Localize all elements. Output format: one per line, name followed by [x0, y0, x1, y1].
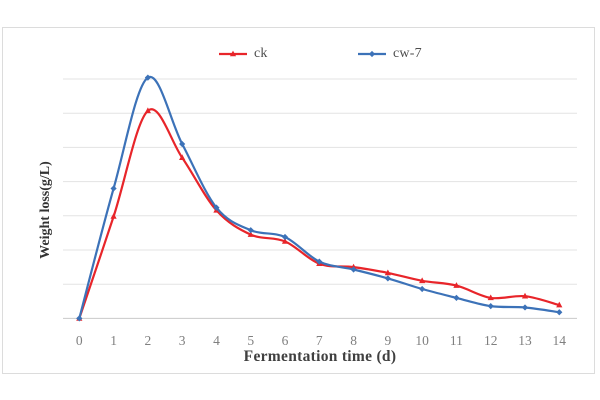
x-tick-label: 0	[76, 333, 83, 348]
x-tick-label: 1	[110, 333, 117, 348]
x-tick-label: 3	[179, 333, 186, 348]
x-tick-label: 7	[316, 333, 323, 348]
legend-item-ck: ck	[218, 46, 268, 62]
x-tick-label: 8	[350, 333, 357, 348]
x-tick-label: 13	[518, 333, 532, 348]
x-tick-label: 12	[484, 333, 498, 348]
legend-marker-cw-7-icon	[358, 50, 386, 58]
x-tick-label: 10	[415, 333, 429, 348]
legend-item-cw-7: cw-7	[357, 46, 422, 62]
x-axis-title: Fermentation time (d)	[243, 348, 397, 365]
legend-label-cw-7: cw-7	[393, 46, 422, 61]
x-tick-label: 6	[282, 333, 289, 348]
x-tick-label: 5	[247, 333, 254, 348]
x-tick-label: 11	[450, 333, 463, 348]
x-tick-label: 2	[144, 333, 151, 348]
x-tick-label: 4	[213, 333, 220, 348]
legend-label-ck: ck	[254, 46, 268, 61]
x-tick-label: 14	[553, 333, 567, 348]
x-tick-label: 9	[384, 333, 391, 348]
legend-marker-ck-icon	[219, 50, 247, 57]
chart-border	[2, 27, 595, 374]
y-axis-title: Weight loss(g/L)	[38, 161, 53, 259]
